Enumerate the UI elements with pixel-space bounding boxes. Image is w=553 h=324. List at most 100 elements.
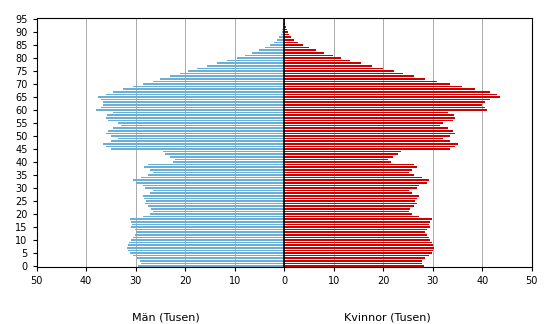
Bar [143,83,284,85]
Bar [148,174,284,176]
Bar [175,158,284,160]
Bar [284,112,447,113]
Bar [108,130,284,132]
Bar [284,140,450,142]
Bar [121,125,284,126]
Bar [284,107,485,108]
Bar [165,153,284,155]
Bar [163,151,284,152]
Bar [133,255,284,256]
Bar [284,91,490,93]
Bar [103,143,284,145]
Bar [284,224,429,225]
Bar [284,260,422,262]
Bar [217,62,284,64]
Bar [281,31,284,33]
Bar [153,190,284,191]
Bar [187,70,284,72]
Bar [284,192,412,194]
Bar [284,117,455,119]
Bar [244,54,284,56]
Bar [284,145,455,147]
Bar [284,211,409,212]
Bar [284,198,417,199]
Bar [284,179,429,181]
Bar [147,200,284,202]
Bar [284,62,361,64]
Bar [265,47,284,49]
Bar [284,138,442,139]
Bar [107,114,284,116]
Bar [281,34,284,35]
Bar [284,86,462,87]
Bar [197,67,284,69]
Bar [284,229,427,230]
Bar [284,255,429,256]
Bar [284,148,450,150]
Bar [284,249,433,251]
Bar [284,41,298,43]
Bar [284,34,289,35]
Bar [279,36,284,38]
Bar [284,182,427,184]
Bar [133,179,284,181]
Bar [284,47,309,49]
Bar [106,117,284,119]
Bar [284,125,440,126]
Bar [284,109,487,111]
Bar [128,249,284,251]
Bar [284,44,303,46]
Bar [227,60,284,62]
Bar [153,211,284,212]
Bar [284,166,417,168]
Bar [101,99,284,100]
Bar [284,104,482,106]
Bar [133,237,284,238]
Bar [284,49,316,51]
Bar [145,203,284,204]
Bar [274,41,284,43]
Bar [284,216,419,217]
Bar [284,239,430,241]
Bar [284,31,288,33]
Bar [128,244,284,246]
Bar [284,200,415,202]
Bar [144,166,284,168]
Bar [284,265,424,267]
Text: Kvinnor (Tusen): Kvinnor (Tusen) [344,313,430,323]
Bar [284,65,372,67]
Bar [284,60,349,62]
Bar [284,88,475,90]
Bar [284,122,442,124]
Bar [284,234,427,236]
Bar [138,265,284,267]
Bar [103,104,284,106]
Bar [284,75,414,77]
Bar [284,23,285,25]
Bar [284,94,497,95]
Bar [150,213,284,215]
Bar [135,231,284,233]
Bar [153,171,284,173]
Bar [284,52,324,54]
Bar [106,94,284,95]
Bar [277,39,284,40]
Bar [284,101,485,103]
Bar [123,88,284,90]
Bar [284,231,425,233]
Bar [207,65,284,67]
Bar [134,234,284,236]
Text: Män (Tusen): Män (Tusen) [132,313,200,323]
Bar [131,226,284,228]
Bar [134,229,284,230]
Bar [284,78,425,80]
Bar [145,187,284,189]
Bar [284,218,432,220]
Bar [103,101,284,103]
Bar [284,169,412,171]
Bar [118,122,284,124]
Bar [111,140,284,142]
Bar [143,195,284,197]
Bar [96,109,284,111]
Bar [284,133,455,134]
